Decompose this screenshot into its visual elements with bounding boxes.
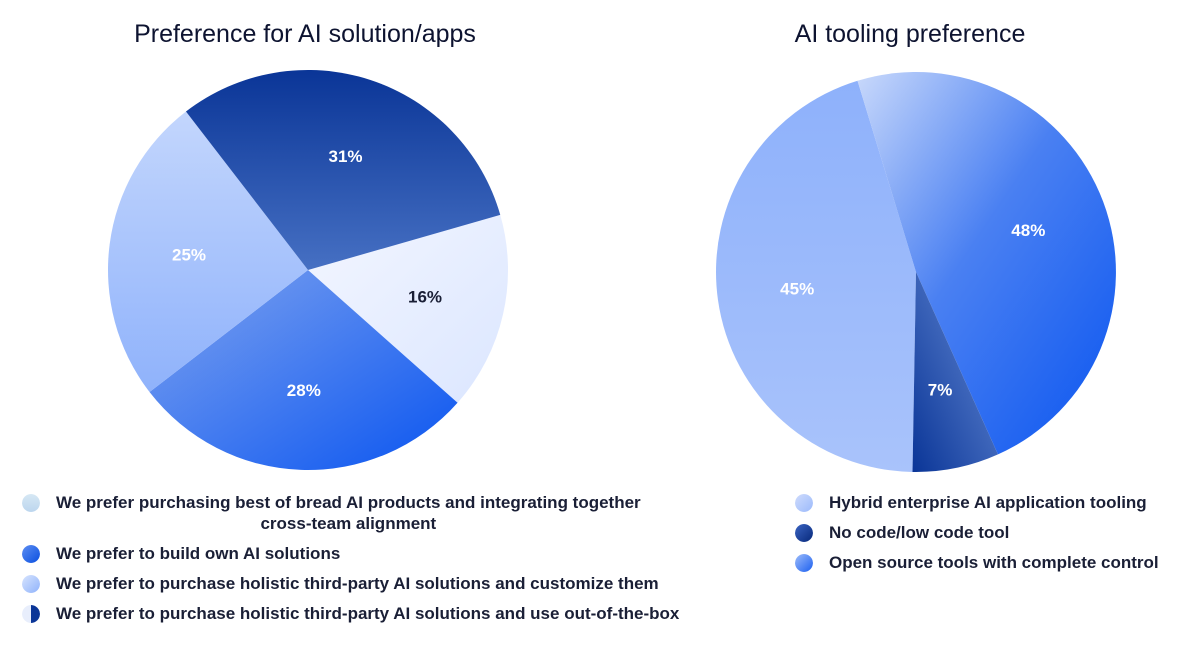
legend-item: We prefer to purchase holistic third-par… — [22, 573, 742, 594]
legend-item: We prefer to build own AI solutions — [22, 543, 742, 564]
legend-swatch — [22, 575, 40, 593]
slice-value-label: 45% — [780, 280, 814, 299]
legend-left: We prefer purchasing best of bread AI pr… — [22, 492, 742, 633]
slice-value-label: 16% — [408, 288, 442, 307]
legend-swatch — [795, 554, 813, 572]
legend-item: Hybrid enterprise AI application tooling — [795, 492, 1195, 513]
chart-title-right: AI tooling preference — [794, 20, 1026, 48]
legend-right: Hybrid enterprise AI application tooling… — [795, 492, 1195, 582]
chart-title-left: Preference for AI solution/apps — [134, 20, 476, 48]
legend-item: We prefer to purchase holistic third-par… — [22, 603, 742, 624]
legend-label: No code/low code tool — [829, 523, 1010, 542]
legend-label: We prefer purchasing best of bread AI pr… — [56, 493, 641, 533]
legend-item: No code/low code tool — [795, 522, 1195, 543]
legend-swatch — [795, 524, 813, 542]
pie-slice — [716, 80, 916, 472]
pie-slice — [912, 272, 998, 473]
legend-swatch — [22, 494, 40, 512]
legend-label: Hybrid enterprise AI application tooling — [829, 493, 1147, 512]
legend-label: We prefer to build own AI solutions — [56, 544, 341, 563]
pie-slice — [308, 214, 508, 403]
slice-value-label: 28% — [287, 381, 321, 400]
pie-slice — [107, 111, 308, 393]
slice-value-label: 25% — [172, 246, 206, 265]
pie-slice — [149, 270, 458, 471]
legend-label: We prefer to purchase holistic third-par… — [56, 604, 680, 623]
slice-value-label: 7% — [928, 381, 953, 400]
legend-label: Open source tools with complete control — [829, 553, 1159, 572]
legend-swatch — [22, 545, 40, 563]
slice-value-label: 48% — [1011, 221, 1045, 240]
pie-slice — [857, 72, 1116, 455]
legend-item: Open source tools with complete control — [795, 552, 1195, 573]
legend-swatch — [795, 494, 813, 512]
slice-value-label: 31% — [328, 147, 362, 166]
pie-slice — [185, 69, 501, 270]
legend-swatch — [22, 605, 40, 623]
legend-item: We prefer purchasing best of bread AI pr… — [22, 492, 742, 534]
legend-label: We prefer to purchase holistic third-par… — [56, 574, 659, 593]
